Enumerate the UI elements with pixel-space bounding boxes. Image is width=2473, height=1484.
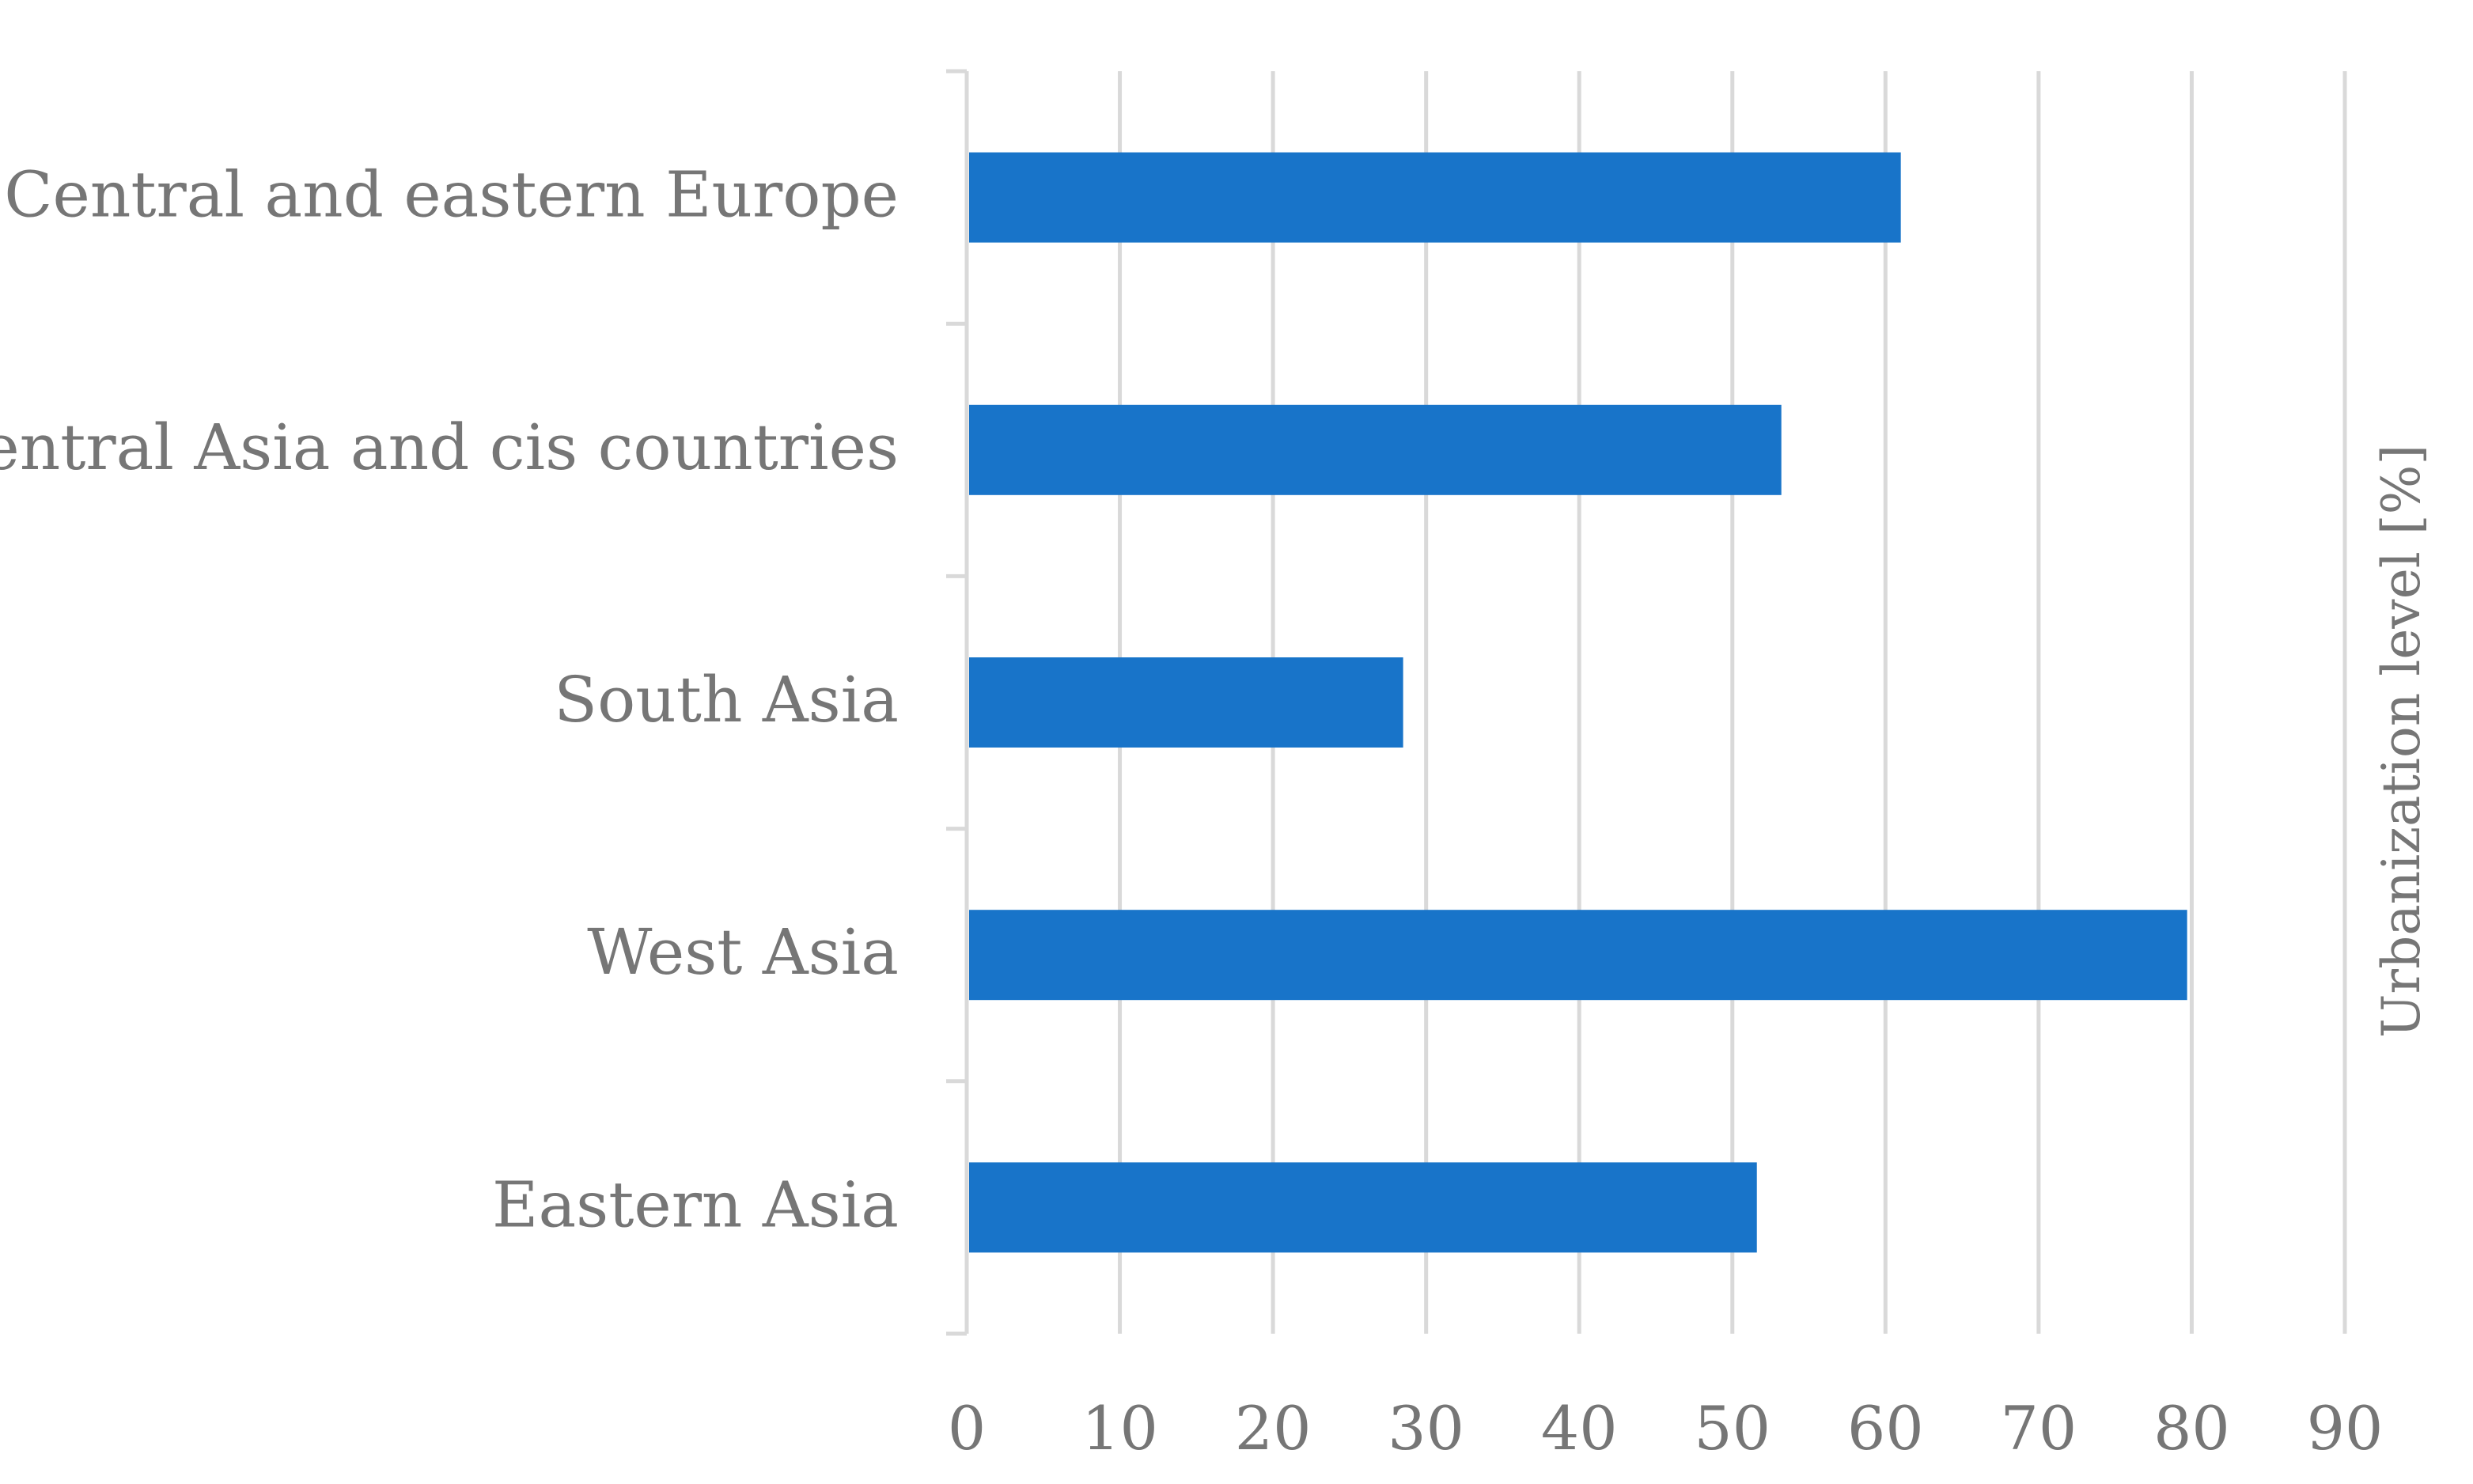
gridlines bbox=[1118, 71, 2347, 1334]
bars bbox=[969, 152, 2187, 1253]
tick-label: 70 bbox=[2001, 1393, 2077, 1463]
tick-label: 40 bbox=[1541, 1393, 1618, 1463]
tick-label: 50 bbox=[1694, 1393, 1770, 1463]
category-label: South Asia bbox=[554, 663, 899, 736]
tick-label: 20 bbox=[1235, 1393, 1312, 1463]
value-axis-title: Urbanization level [%] bbox=[2371, 445, 2432, 1038]
bar bbox=[969, 152, 1901, 243]
bar bbox=[969, 657, 1403, 748]
category-labels: Central and eastern Europe Central Asia a… bbox=[0, 158, 899, 1242]
tick-label: 60 bbox=[1847, 1393, 1924, 1463]
tick-label: 30 bbox=[1388, 1393, 1464, 1463]
category-label: Central Asia and cis countries bbox=[0, 411, 899, 484]
bar bbox=[969, 1162, 1757, 1253]
category-label: Central and eastern Europe bbox=[4, 158, 899, 232]
category-label: Eastern Asia bbox=[492, 1168, 899, 1241]
tick-label: 90 bbox=[2307, 1393, 2384, 1463]
category-label: West Asia bbox=[587, 915, 899, 989]
category-axis bbox=[946, 69, 969, 1336]
value-tick-labels: 0 10 20 30 40 50 60 70 80 90 bbox=[948, 1393, 2384, 1463]
bar bbox=[969, 404, 1782, 495]
tick-label: 80 bbox=[2153, 1393, 2230, 1463]
bar bbox=[969, 910, 2187, 1001]
tick-label: 0 bbox=[948, 1393, 986, 1463]
tick-label: 10 bbox=[1081, 1393, 1158, 1463]
